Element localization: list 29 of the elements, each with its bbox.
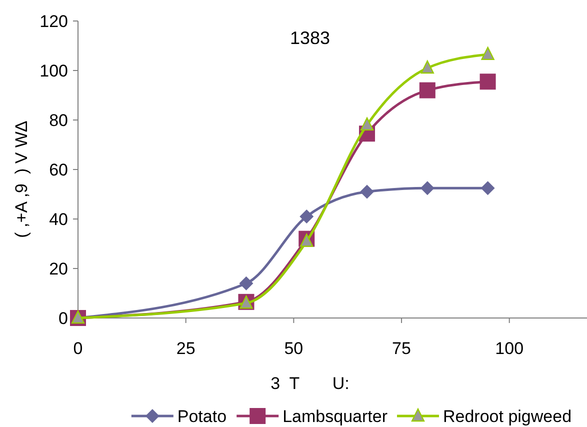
legend-label: Lambsquarter — [282, 406, 388, 426]
point — [300, 234, 314, 247]
x-tick-label: 100 — [495, 339, 524, 358]
point — [420, 181, 434, 196]
x-tick-label: 75 — [392, 339, 411, 358]
point — [360, 184, 374, 199]
x-tick-label: 50 — [284, 339, 304, 358]
y-tick-label: 120 — [40, 12, 68, 31]
point — [420, 60, 434, 74]
legend-label: Potato — [177, 406, 227, 426]
y-tick-label: 0 — [58, 308, 68, 328]
point — [419, 82, 436, 98]
y-tick-label: 20 — [49, 259, 68, 278]
point — [480, 74, 496, 90]
point — [300, 210, 314, 224]
point — [481, 46, 494, 60]
legend-label: Redroot pigweed — [443, 406, 572, 426]
point — [239, 276, 254, 290]
point — [480, 181, 495, 196]
x-axis-title: 3 T U: — [270, 374, 350, 393]
y-tick-label: 40 — [49, 210, 68, 229]
y-axis-title: ( ,+A ,9 ) V W∆ — [12, 120, 31, 238]
x-tick-label: 25 — [176, 339, 196, 358]
y-tick-label: 60 — [49, 160, 68, 180]
y-tick-label: 80 — [49, 110, 68, 130]
y-tick-label: 100 — [40, 61, 68, 80]
x-tick-label: 0 — [73, 339, 83, 358]
point — [360, 117, 374, 131]
chart-title: 1383 — [290, 28, 330, 48]
